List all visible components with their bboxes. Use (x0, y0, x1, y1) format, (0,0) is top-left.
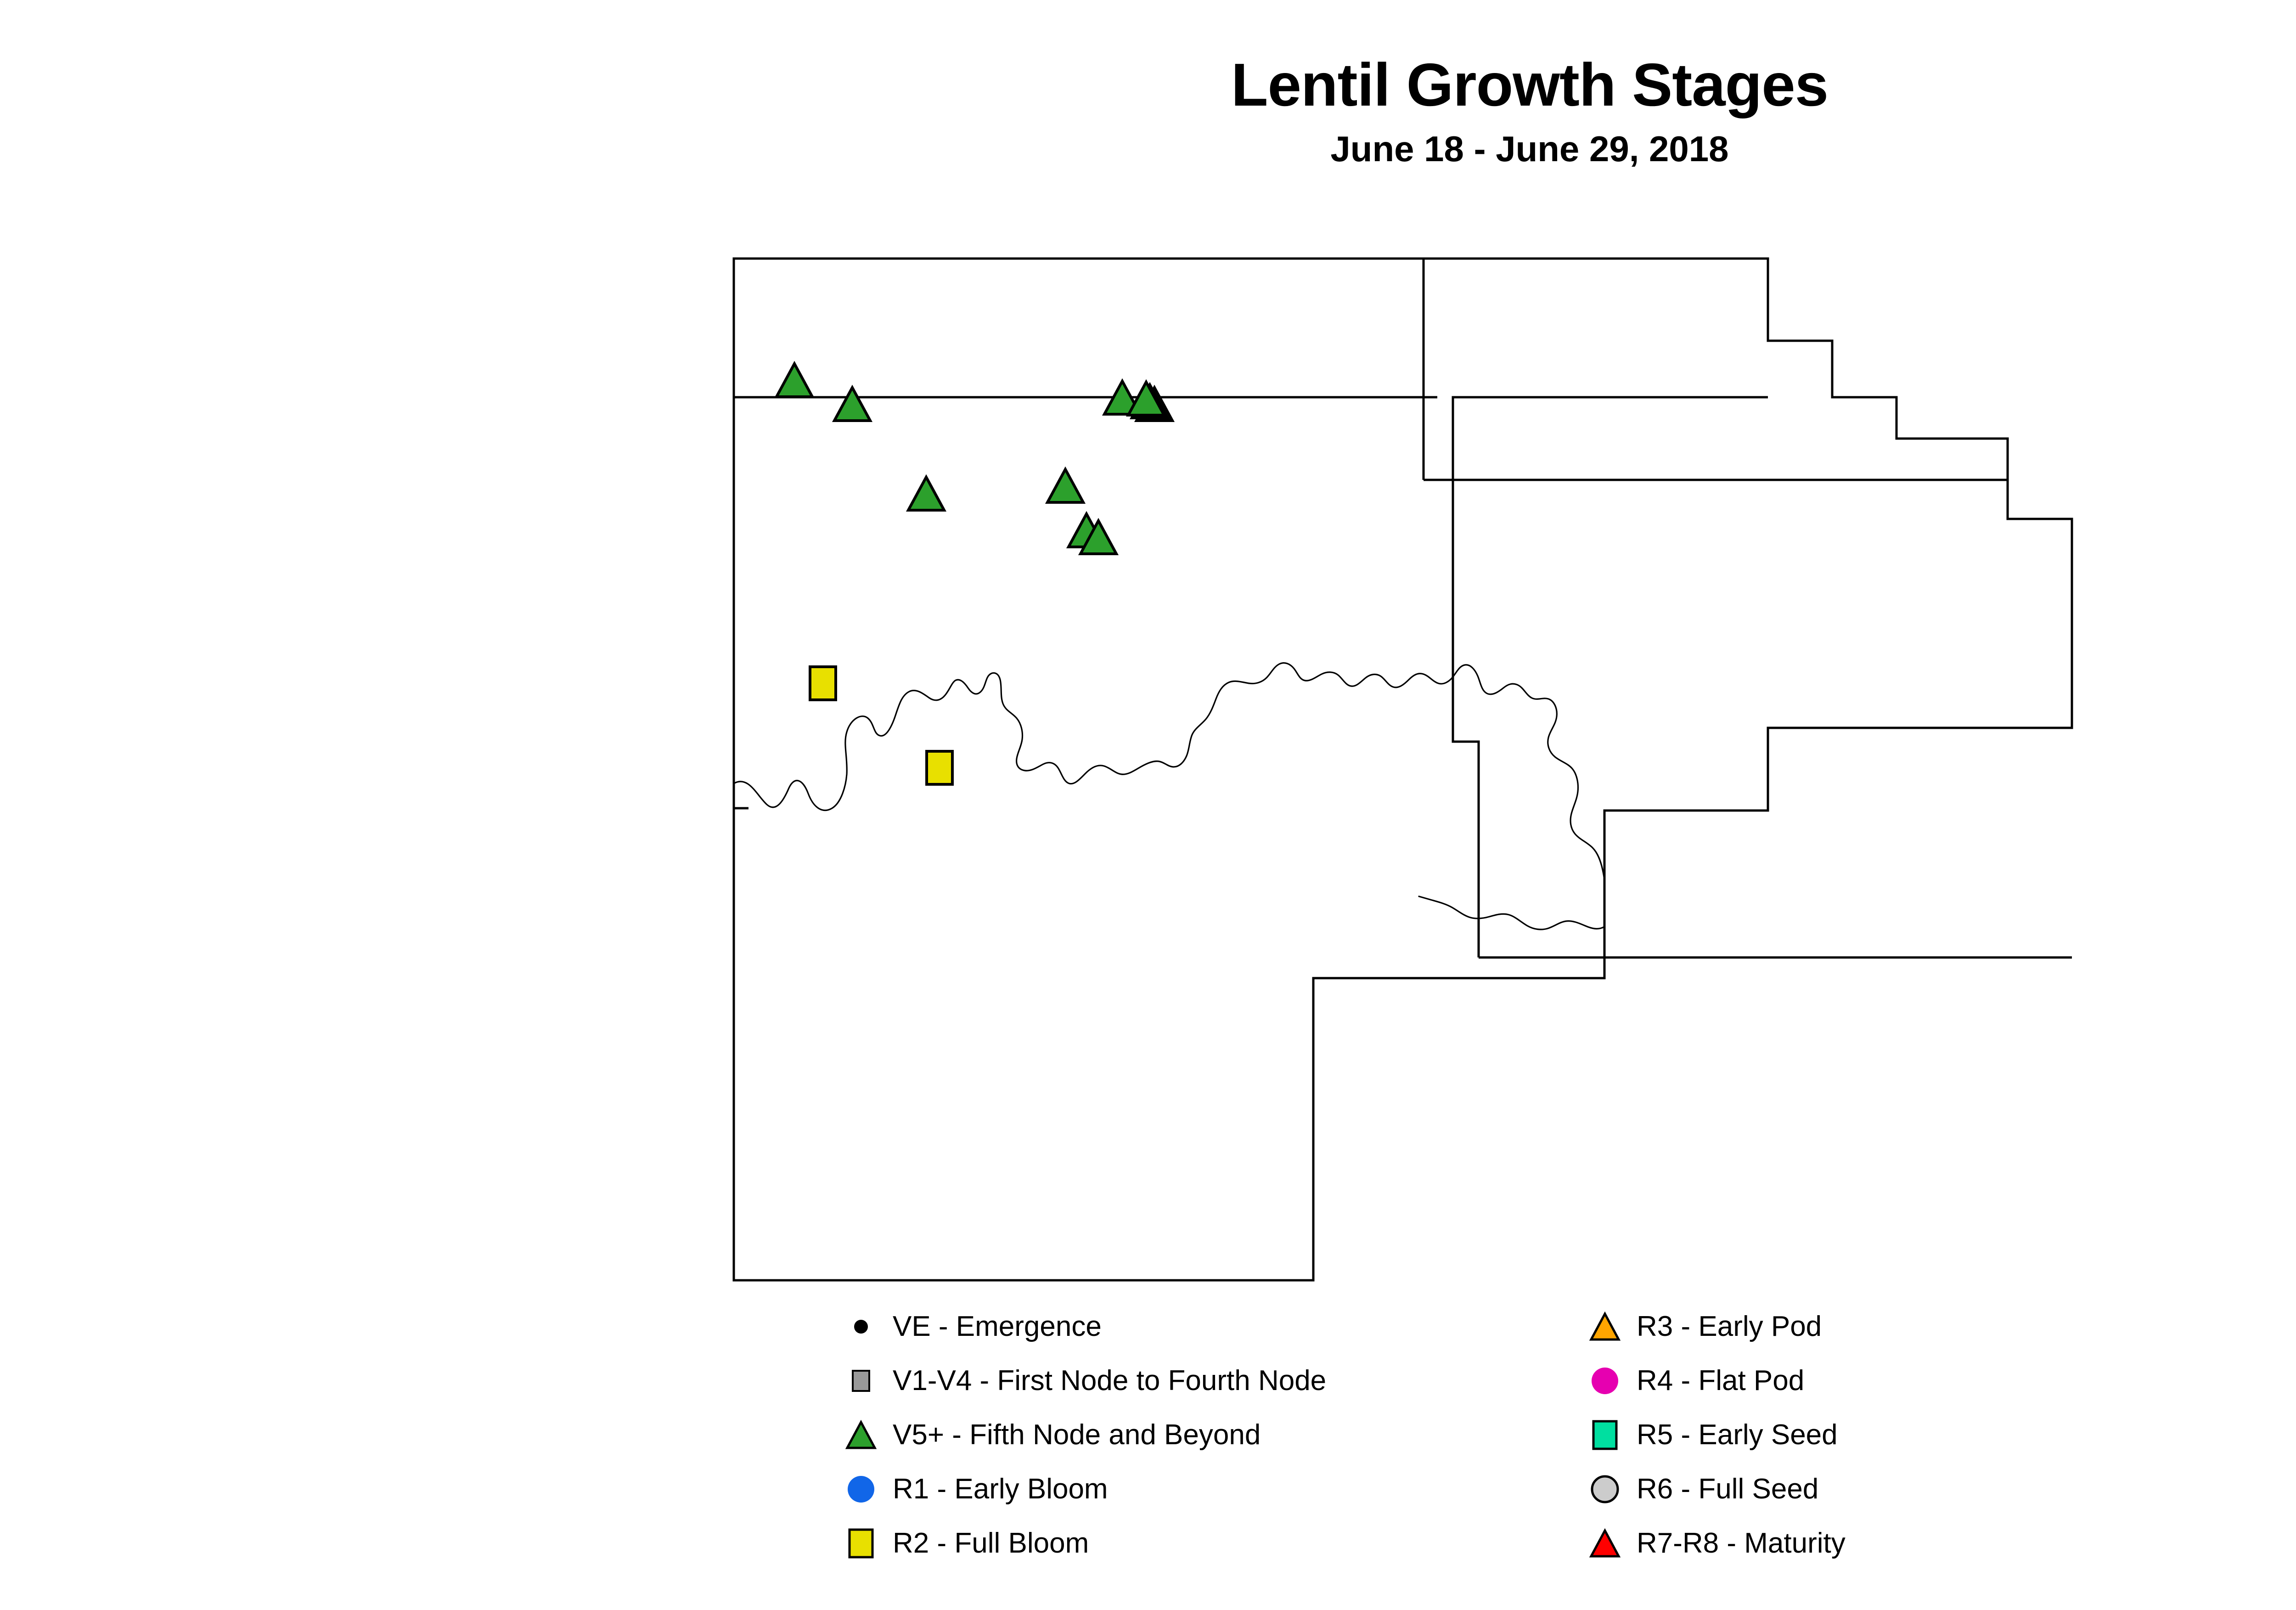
legend-column-right: R3 - Early Pod R4 - Flat Pod R5 - Early … (1580, 1300, 2245, 1571)
legend-label-r3: R3 - Early Pod (1637, 1311, 1822, 1342)
legend-label-r5: R5 - Early Seed (1637, 1419, 1838, 1451)
legend-label-r2: R2 - Full Bloom (893, 1527, 1089, 1559)
v1v4-square-marker (836, 1356, 886, 1406)
map-outer-boundary (732, 257, 2073, 1282)
legend-label-r6: R6 - Full Seed (1637, 1473, 1819, 1505)
river-boundary (733, 662, 1606, 930)
legend-label-r7r8: R7-R8 - Maturity (1637, 1527, 1846, 1559)
r6-circle-marker (1580, 1464, 1630, 1514)
marker-v5-triangle (1045, 466, 1086, 504)
marker-v5-triangle (1125, 379, 1167, 417)
marker-r2-square (925, 750, 954, 786)
marker-v5-triangle (1102, 378, 1143, 416)
marker-v5-triangle (774, 360, 815, 398)
legend-label-v5: V5+ - Fifth Node and Beyond (893, 1419, 1261, 1451)
ve-circle-marker (836, 1301, 886, 1352)
legend-item-r4: R4 - Flat Pod (1580, 1354, 2245, 1408)
marker-v5-triangle (832, 384, 873, 422)
legend-item-r7r8: R7-R8 - Maturity (1580, 1516, 2245, 1571)
marker-v5-triangle (1078, 518, 1119, 555)
marker-v5-triangle (906, 474, 947, 512)
r1-circle-marker (836, 1464, 886, 1514)
legend-item-v1v4: V1-V4 - First Node to Fourth Node (836, 1354, 1502, 1408)
page-title: Lentil Growth Stages (1231, 51, 1829, 118)
legend: VE - Emergence V1-V4 - First Node to Fou… (836, 1300, 2296, 1584)
map-container (716, 239, 2103, 1300)
data-point-markers (774, 360, 1175, 786)
marker-r2-square (809, 665, 837, 701)
r5-square-marker (1580, 1410, 1630, 1460)
county-line-northeast-south (1424, 396, 1768, 481)
legend-column-left: VE - Emergence V1-V4 - First Node to Fou… (836, 1300, 1502, 1571)
legend-label-v1v4: V1-V4 - First Node to Fourth Node (893, 1365, 1327, 1396)
legend-item-r5: R5 - Early Seed (1580, 1408, 2245, 1462)
legend-item-v5: V5+ - Fifth Node and Beyond (836, 1408, 1502, 1462)
v5-triangle-marker (836, 1410, 886, 1460)
legend-label-r1: R1 - Early Bloom (893, 1473, 1108, 1505)
county-map (732, 257, 2073, 1282)
legend-item-r3: R3 - Early Pod (1580, 1300, 2245, 1354)
r2-square-marker (836, 1518, 886, 1569)
title-block: Lentil Growth Stages June 18 - June 29, … (0, 51, 2296, 171)
legend-item-r1: R1 - Early Bloom (836, 1462, 1502, 1516)
r7r8-triangle-marker (1580, 1518, 1630, 1569)
river-path (733, 662, 1606, 930)
legend-label-ve: VE - Emergence (893, 1311, 1102, 1342)
legend-item-r2: R2 - Full Bloom (836, 1516, 1502, 1571)
legend-item-r6: R6 - Full Seed (1580, 1462, 2245, 1516)
county-line-center-vertical (1452, 480, 1480, 957)
r4-circle-marker (1580, 1356, 1630, 1406)
r3-triangle-marker (1580, 1301, 1630, 1352)
page-subtitle: June 18 - June 29, 2018 (1330, 129, 1729, 169)
legend-item-ve: VE - Emergence (836, 1300, 1502, 1354)
legend-label-r4: R4 - Flat Pod (1637, 1365, 1805, 1396)
